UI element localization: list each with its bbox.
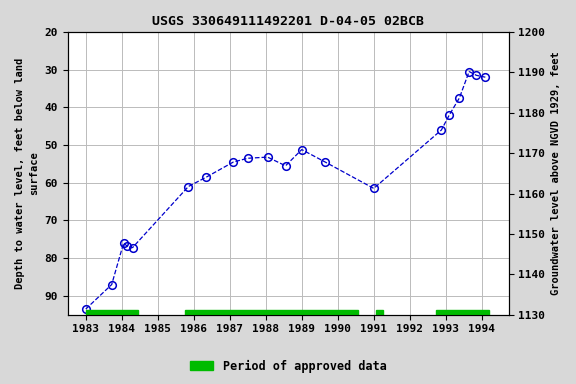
Y-axis label: Groundwater level above NGVD 1929, feet: Groundwater level above NGVD 1929, feet — [551, 51, 561, 295]
Bar — [376, 310, 382, 315]
Title: USGS 330649111492201 D-04-05 02BCB: USGS 330649111492201 D-04-05 02BCB — [152, 15, 425, 28]
Bar — [435, 310, 489, 315]
Legend: Period of approved data: Period of approved data — [185, 355, 391, 377]
Bar — [185, 310, 358, 315]
Bar — [86, 310, 138, 315]
Y-axis label: Depth to water level, feet below land
surface: Depth to water level, feet below land su… — [15, 58, 39, 289]
